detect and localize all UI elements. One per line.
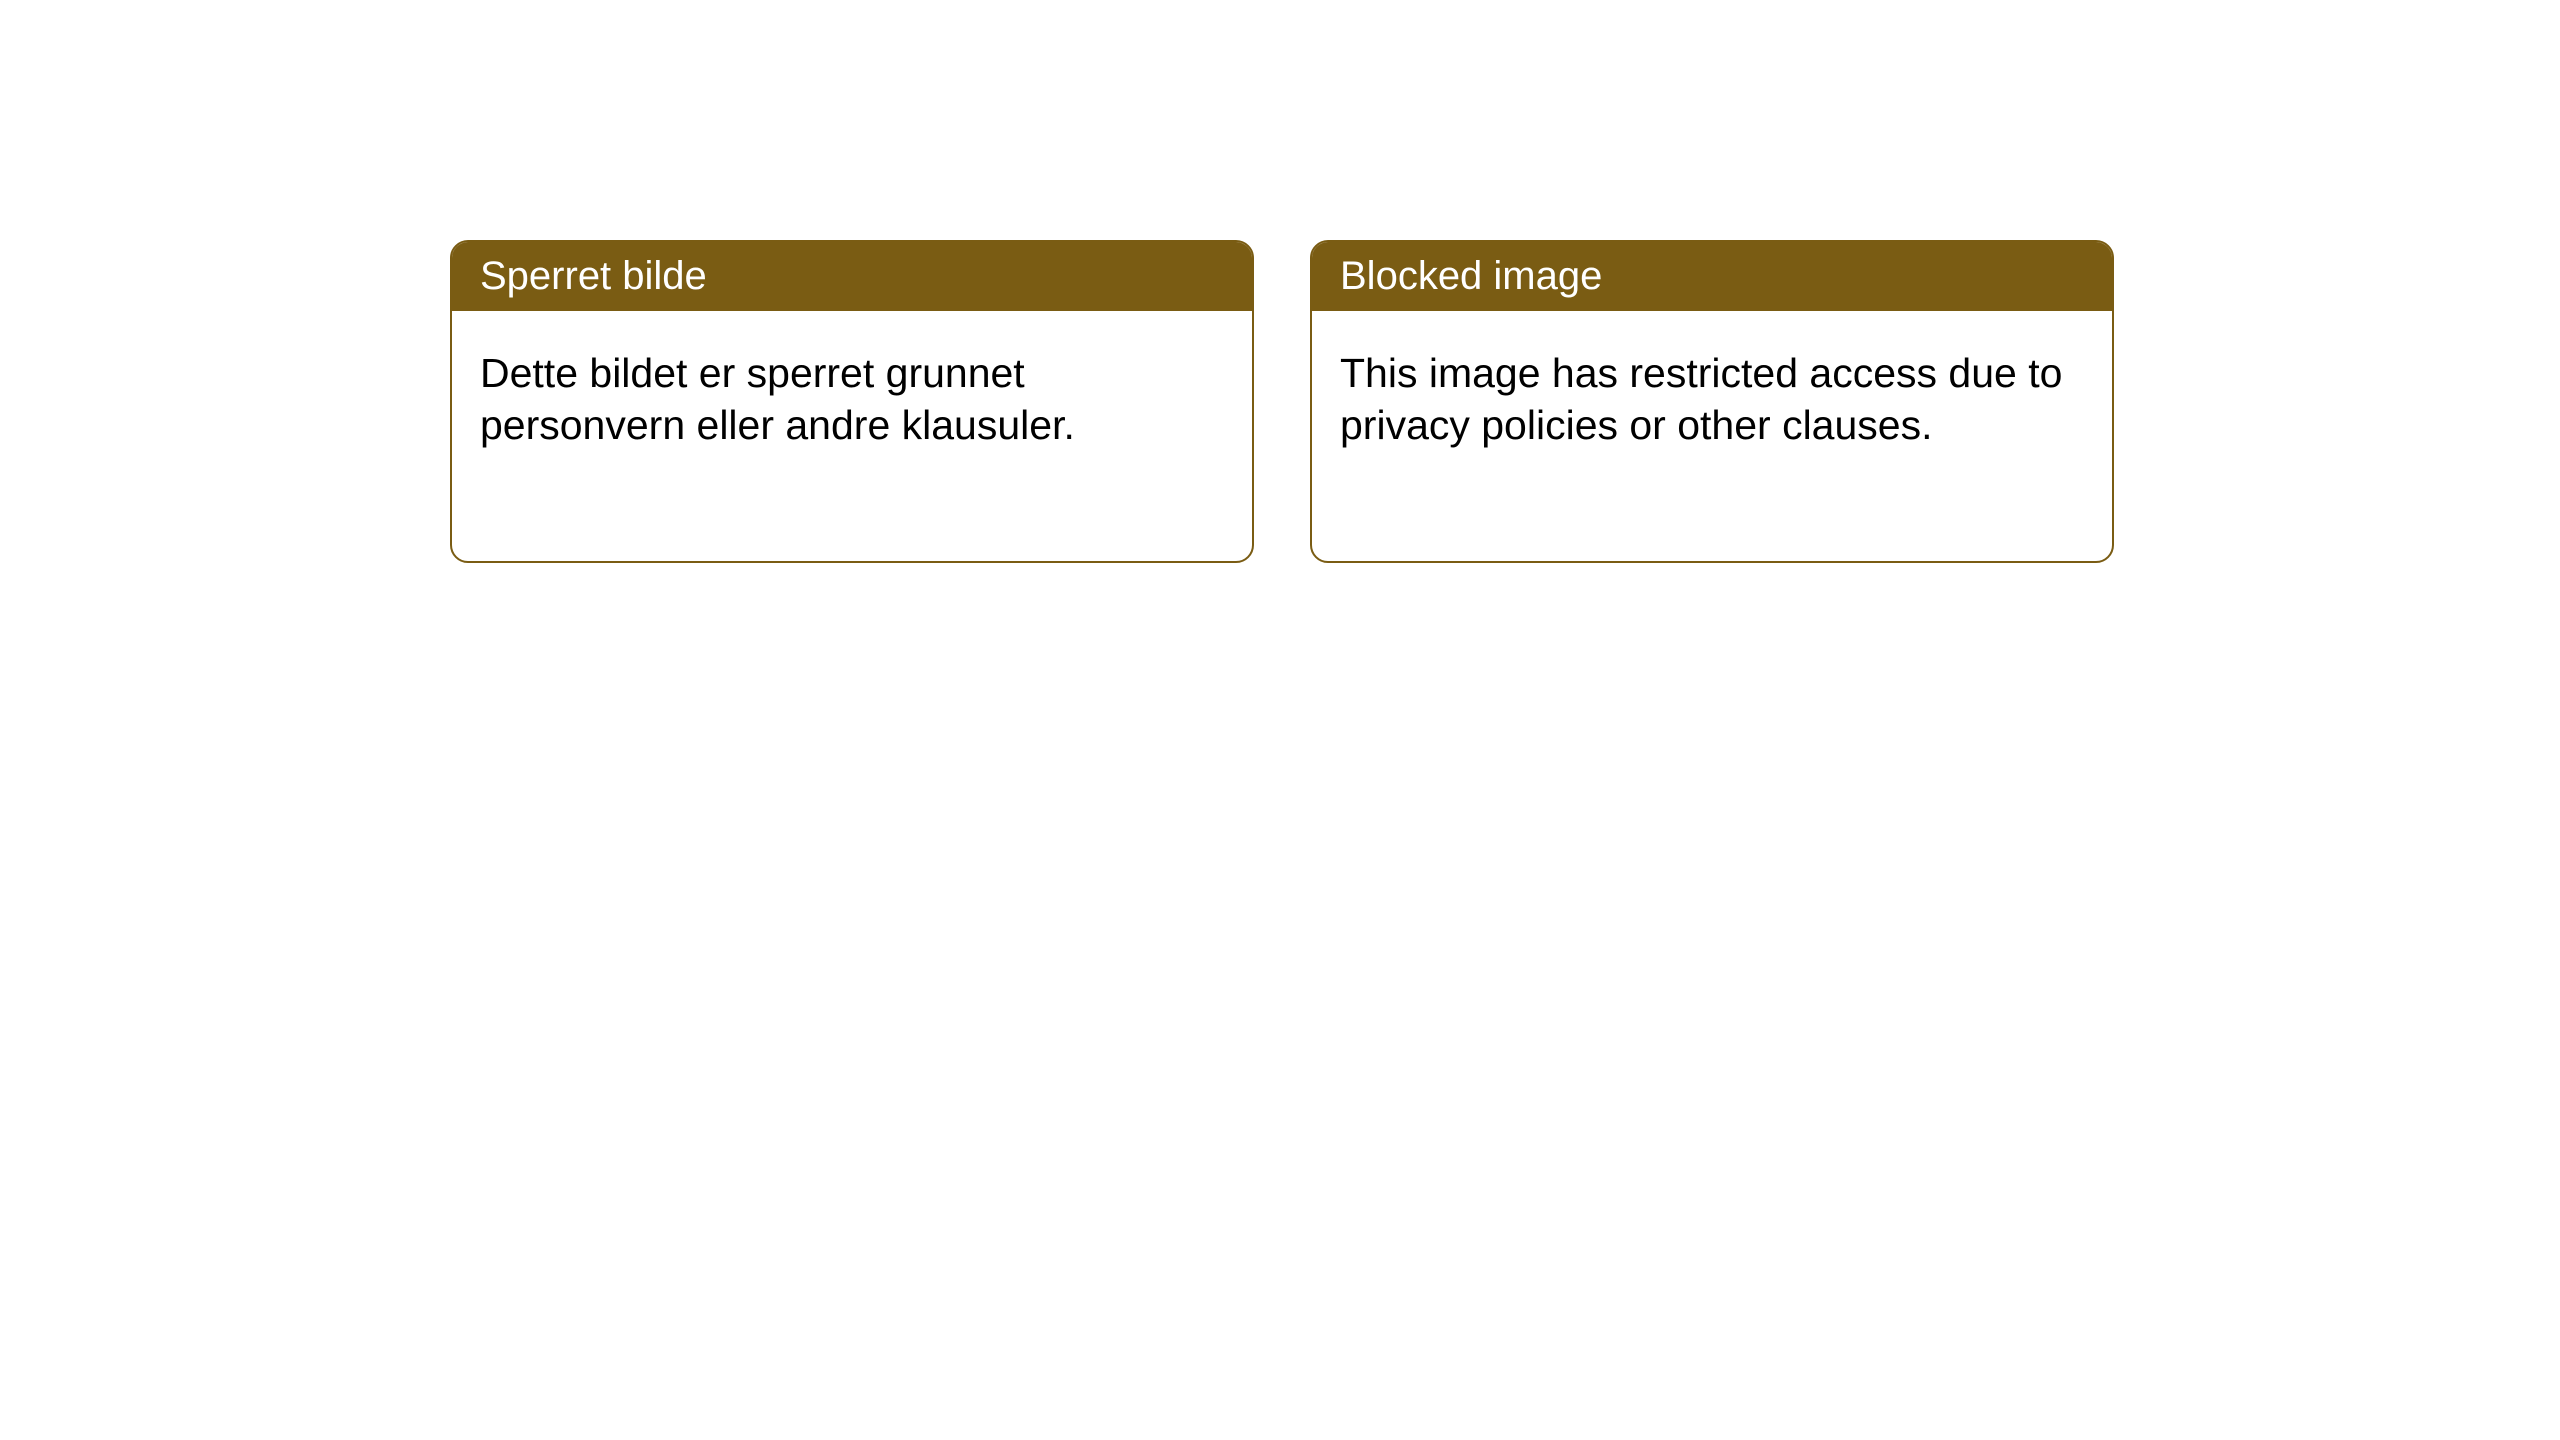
notice-card-english: Blocked image This image has restricted … (1310, 240, 2114, 563)
notice-body: This image has restricted access due to … (1312, 311, 2112, 561)
notice-header: Blocked image (1312, 242, 2112, 311)
notice-card-norwegian: Sperret bilde Dette bildet er sperret gr… (450, 240, 1254, 563)
notice-body: Dette bildet er sperret grunnet personve… (452, 311, 1252, 561)
notice-header: Sperret bilde (452, 242, 1252, 311)
notice-cards-container: Sperret bilde Dette bildet er sperret gr… (450, 240, 2114, 563)
